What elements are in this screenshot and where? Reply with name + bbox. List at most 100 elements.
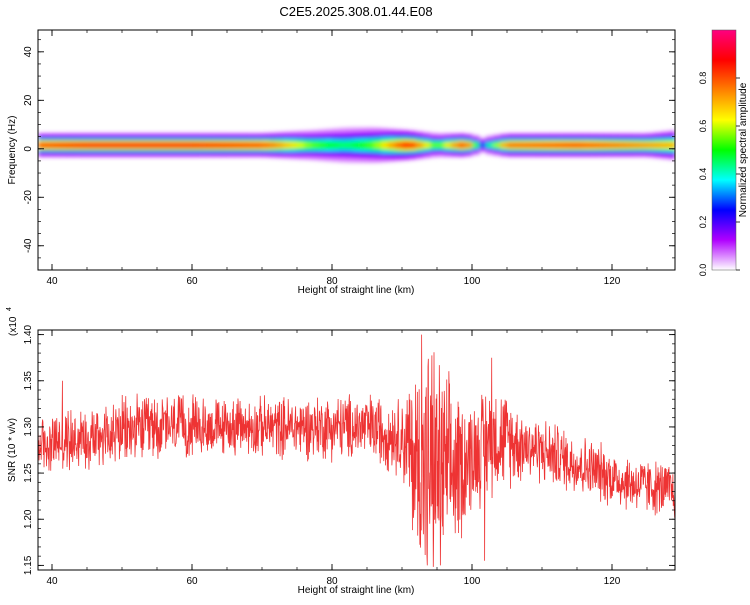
spectrogram-cell	[227, 143, 235, 147]
spectrogram-cell	[640, 143, 648, 147]
colorbar-tick-label: 0.6	[698, 120, 708, 133]
spectrogram-cell	[381, 143, 389, 148]
spectrogram-cell	[661, 143, 669, 147]
spectrogram-cell	[206, 143, 214, 147]
snr-y-multiplier: (x10 4	[6, 307, 19, 336]
spectrogram-cell	[577, 143, 585, 147]
y-tick-label: 1.15	[23, 555, 34, 575]
spectrogram-cell	[619, 143, 627, 147]
spectrogram-cell	[654, 143, 662, 147]
colorbar-tick-label: 0.8	[698, 72, 708, 85]
spectrogram-cell	[598, 143, 606, 147]
spectrogram-y-label: Frequency (Hz)	[7, 116, 18, 185]
spectrogram-y-ticks: -40 -20 0 20 40	[23, 39, 675, 259]
snr-y-multiplier-base: (x10	[8, 316, 19, 336]
spectrogram-cell	[346, 142, 354, 148]
spectrogram-cell	[143, 143, 151, 147]
spectrogram-cell	[94, 143, 102, 147]
snr-x-label: Height of straight line (km)	[298, 585, 415, 596]
spectrogram-cell	[444, 143, 452, 147]
spectrogram-cell	[668, 143, 675, 147]
spectrogram-cell	[612, 143, 620, 147]
spectrogram-cell	[220, 143, 228, 147]
spectrogram-cell	[514, 143, 522, 147]
snr-series-line	[38, 334, 675, 567]
spectrogram-cell	[542, 143, 550, 147]
y-tick-label: -40	[23, 238, 34, 253]
spectrogram-cell	[122, 143, 130, 147]
spectrogram-cell	[367, 142, 375, 148]
spectrogram-cell	[101, 143, 109, 147]
y-tick-label: 1.20	[23, 509, 34, 529]
spectrogram-cell	[605, 143, 613, 147]
spectrogram-cell	[108, 143, 116, 147]
spectrogram-cell	[507, 143, 515, 147]
colorbar-frame	[711, 29, 737, 271]
spectrogram-cell	[248, 143, 256, 147]
colorbar-tick-label: 0.2	[698, 216, 708, 229]
colorbar: 0.0 0.2 0.4 0.6 0.8 Normalized spectral ampl…	[698, 29, 749, 277]
y-tick-label: -20	[23, 190, 34, 205]
snr-x-ticks: 40 60 80 100 120	[46, 330, 648, 587]
spectrogram-cell	[199, 143, 207, 147]
spectrogram-cell	[647, 143, 655, 147]
spectrogram-cell	[290, 143, 298, 147]
x-tick-label: 80	[326, 276, 338, 287]
snr-y-label: SNR (10 * v/v)	[7, 418, 18, 482]
spectrogram-cell	[297, 143, 305, 147]
spectrogram-cell	[262, 143, 270, 147]
spectrogram-cell	[269, 143, 277, 147]
x-tick-label: 120	[604, 276, 621, 287]
y-tick-label: 40	[23, 46, 34, 58]
spectrogram-cell	[66, 143, 74, 147]
snr-y-ticks: 1.15 1.20 1.25 1.30 1.35 1.40	[23, 324, 675, 575]
spectrogram-cell	[570, 143, 578, 147]
spectrogram-cell	[150, 143, 158, 147]
spectrogram-cell	[395, 143, 403, 148]
spectrogram-cell	[486, 143, 494, 147]
spectrogram-cell	[136, 143, 144, 147]
spectrogram-cell	[283, 143, 291, 147]
spectrogram-cell	[437, 143, 445, 147]
spectrogram-cell	[157, 143, 165, 147]
spectrogram-cell	[80, 143, 88, 147]
spectrogram-cell	[402, 143, 410, 148]
spectrogram-cell	[409, 143, 417, 147]
spectrogram-cell	[472, 143, 480, 147]
x-tick-label: 60	[186, 276, 198, 287]
spectrogram-cell	[633, 143, 641, 147]
spectrogram-cell	[374, 143, 382, 148]
snr-y-multiplier-exp: 4	[6, 307, 13, 311]
y-tick-label: 1.25	[23, 463, 34, 483]
spectrogram-cell	[563, 143, 571, 147]
spectrogram-cell	[311, 143, 319, 148]
spectrogram-cell	[304, 143, 312, 147]
spectrogram-cell	[521, 143, 529, 147]
colorbar-tick-label: 0.4	[698, 168, 708, 181]
colorbar-tick-label: 0.0	[698, 264, 708, 277]
spectrogram-cell	[500, 143, 508, 147]
spectrogram-cell	[451, 143, 459, 147]
x-tick-label: 40	[46, 276, 58, 287]
spectrogram-cell	[465, 143, 473, 147]
spectrogram-cell	[255, 143, 263, 147]
y-tick-label: 1.35	[23, 371, 34, 391]
spectrogram-cell	[234, 143, 242, 147]
spectrogram-cell	[325, 143, 333, 148]
x-tick-label: 60	[186, 576, 198, 587]
spectrogram-cell	[332, 143, 340, 148]
snr-plot-area	[38, 330, 675, 570]
spectrogram-cell	[360, 142, 368, 148]
colorbar-gradient	[712, 30, 736, 270]
spectrogram-cell	[178, 143, 186, 147]
spectrogram-cell	[171, 143, 179, 147]
y-tick-label: 20	[23, 94, 34, 106]
spectrogram-cell	[192, 143, 200, 147]
spectrogram-cell	[388, 143, 396, 148]
spectrogram-cell	[430, 143, 438, 147]
chart-title: C2E5.2025.308.01.44.E08	[279, 4, 432, 19]
spectrogram-cell	[549, 143, 557, 147]
x-tick-label: 100	[464, 576, 481, 587]
spectrogram-cell	[164, 143, 172, 147]
